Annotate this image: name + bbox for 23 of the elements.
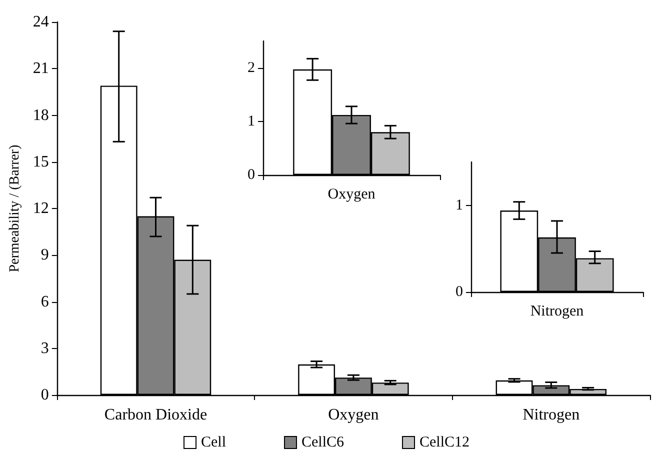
x-tick-label: Nitrogen xyxy=(530,304,584,320)
legend-label: Cell xyxy=(201,434,226,450)
x-tick-label: Nitrogen xyxy=(522,406,580,424)
x-tick-label: Carbon Dioxide xyxy=(104,406,208,424)
x-tick-label: Oxygen xyxy=(328,186,376,202)
legend-label: CellC6 xyxy=(301,434,344,450)
y-tick-label: 1 xyxy=(248,113,255,130)
y-tick-label: 0 xyxy=(248,167,255,183)
y-tick-label: 3 xyxy=(40,340,49,357)
y-tick-label: 0 xyxy=(456,284,463,300)
y-tick-label: 24 xyxy=(32,14,49,30)
y-tick-label: 6 xyxy=(40,293,49,310)
y-tick-label: 15 xyxy=(32,153,49,170)
y-tick-label: 2 xyxy=(248,60,255,76)
y-axis-title: Permeability / (Barrer) xyxy=(8,144,22,272)
y-tick-label: 1 xyxy=(456,197,463,214)
y-tick-label: 0 xyxy=(40,386,49,404)
legend-label: CellC12 xyxy=(420,434,470,450)
y-tick-label: 21 xyxy=(32,60,49,78)
x-tick-label: Oxygen xyxy=(328,406,379,424)
y-tick-label: 18 xyxy=(32,106,49,124)
y-tick-label: 9 xyxy=(40,246,49,264)
y-tick-label: 12 xyxy=(32,200,49,217)
